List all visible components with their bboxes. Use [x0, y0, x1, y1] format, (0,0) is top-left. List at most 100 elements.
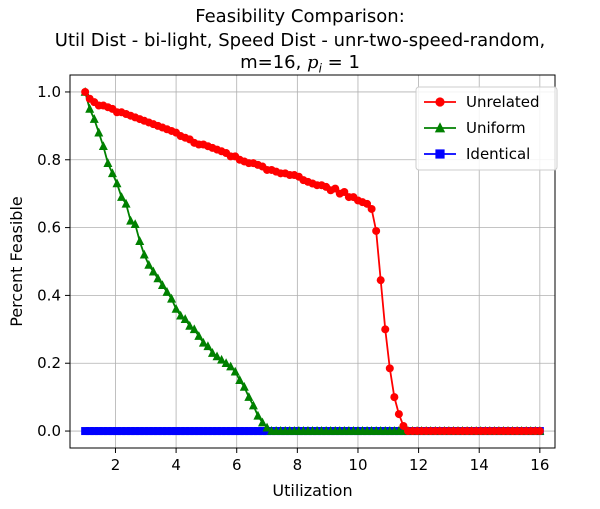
data-point-uniform — [85, 103, 95, 113]
data-point-uniform — [198, 337, 208, 347]
data-point-unrelated — [376, 276, 385, 285]
data-point-uniform — [189, 324, 199, 334]
data-point-uniform — [203, 341, 213, 351]
data-point-uniform — [98, 141, 108, 151]
data-point-identical — [131, 427, 140, 436]
data-point-identical — [176, 427, 185, 436]
data-point-uniform — [244, 392, 254, 401]
legend-label-identical: Identical — [466, 145, 530, 163]
x-tick-label: 8 — [293, 456, 303, 474]
data-point-uniform — [126, 215, 136, 225]
data-point-identical — [253, 427, 262, 436]
data-point-identical — [122, 427, 131, 436]
data-point-uniform — [171, 303, 181, 313]
data-point-uniform — [262, 422, 272, 432]
data-point-identical — [103, 427, 112, 436]
data-point-identical — [208, 427, 217, 436]
data-point-uniform — [221, 358, 231, 368]
data-point-identical — [231, 427, 240, 436]
data-point-unrelated — [394, 410, 403, 419]
data-point-unrelated — [390, 393, 399, 402]
data-point-identical — [144, 427, 153, 436]
data-point-uniform — [253, 410, 263, 420]
title-prefix: m=16, — [240, 52, 308, 73]
y-tick-label: 0.2 — [37, 354, 61, 372]
data-point-identical — [222, 427, 231, 436]
chart-title-line-3: m=16, pi = 1 — [0, 53, 600, 79]
data-point-identical — [94, 427, 103, 436]
plot-frame — [69, 74, 556, 449]
data-point-identical — [240, 427, 249, 436]
data-point-identical — [258, 427, 267, 436]
data-point-uniform — [248, 400, 258, 410]
data-point-identical — [117, 427, 126, 436]
data-point-uniform — [207, 348, 217, 357]
data-point-identical — [181, 427, 190, 436]
data-point-identical — [153, 427, 162, 436]
data-point-uniform — [162, 287, 172, 296]
data-point-uniform — [235, 375, 245, 384]
data-point-identical — [108, 427, 117, 436]
data-point-identical — [167, 427, 176, 436]
data-point-uniform — [135, 236, 145, 245]
data-point-identical — [81, 427, 90, 436]
legend-box — [415, 86, 558, 171]
chart-title-line-2: Util Dist - bi-light, Speed Dist - unr-t… — [54, 30, 546, 51]
data-point-identical — [199, 427, 208, 436]
data-point-uniform — [112, 178, 122, 188]
x-tick-label: 16 — [530, 456, 549, 474]
data-point-uniform — [103, 158, 113, 167]
y-tick-label: 0.0 — [37, 422, 61, 440]
data-point-uniform — [139, 249, 149, 259]
data-point-uniform — [239, 381, 249, 391]
data-point-identical — [112, 427, 121, 436]
data-point-unrelated — [340, 187, 349, 196]
legend-marker-uniform — [434, 122, 446, 133]
data-point-identical — [249, 427, 258, 436]
chart-title-line-1: Feasibility Comparison: — [195, 6, 405, 27]
data-point-uniform — [180, 314, 190, 323]
x-axis-label: Utilization — [272, 481, 352, 500]
y-axis-label: Percent Feasible — [7, 196, 26, 327]
data-point-unrelated — [535, 427, 544, 436]
data-point-uniform — [226, 361, 236, 371]
data-point-identical — [185, 427, 194, 436]
data-point-uniform — [230, 366, 240, 376]
data-point-identical — [226, 427, 235, 436]
data-point-unrelated — [363, 199, 372, 208]
data-point-unrelated — [399, 421, 408, 430]
data-point-identical — [194, 427, 203, 436]
data-point-identical — [135, 427, 144, 436]
data-point-uniform — [117, 192, 127, 201]
data-point-uniform — [153, 273, 163, 283]
x-tick-label: 14 — [470, 456, 489, 474]
data-point-uniform — [121, 198, 131, 208]
axis-ticks: 2 4 6 8 10 12 14 16 0.0 0.2 0.4 0.6 0.8 1.0 — [37, 83, 549, 474]
data-point-unrelated — [81, 87, 90, 96]
data-point-uniform — [94, 127, 104, 137]
data-point-uniform — [148, 266, 158, 276]
y-tick-label: 1.0 — [37, 83, 61, 101]
series-layer — [80, 86, 545, 436]
data-point-identical — [85, 427, 94, 436]
data-point-identical — [126, 427, 135, 436]
title-math-p: p — [307, 52, 319, 73]
data-point-unrelated — [367, 204, 376, 213]
y-tick-label: 0.4 — [37, 286, 61, 304]
data-point-uniform — [257, 417, 267, 427]
data-point-identical — [213, 427, 222, 436]
data-point-identical — [172, 427, 181, 436]
data-point-unrelated — [385, 364, 394, 373]
data-point-uniform — [212, 351, 222, 361]
data-point-uniform — [144, 259, 154, 269]
x-tick-label: 4 — [171, 456, 181, 474]
legend-label-unrelated: Unrelated — [466, 93, 540, 111]
data-point-uniform — [185, 320, 195, 330]
data-point-identical — [163, 427, 171, 436]
y-tick-label: 0.6 — [37, 219, 61, 237]
data-point-uniform — [157, 280, 167, 290]
legend-marker-identical — [435, 149, 445, 159]
data-point-unrelated — [372, 226, 381, 235]
data-point-unrelated — [381, 325, 390, 334]
